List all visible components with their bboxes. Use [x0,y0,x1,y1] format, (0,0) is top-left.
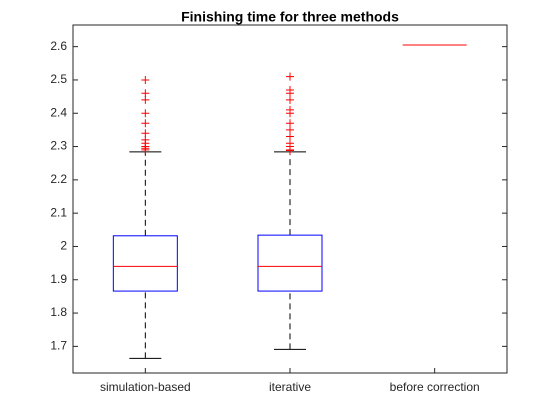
outlier [141,145,150,154]
y-tick-label: 2.2 [50,172,67,186]
y-tick-label: 1.9 [50,272,67,286]
outlier [141,95,150,104]
outlier [141,109,150,118]
y-tick-label: 1.7 [50,339,67,353]
x-tick-label: iterative [269,380,311,394]
outlier [286,109,294,118]
outlier [141,119,150,128]
box [257,234,323,292]
outlier [286,95,294,104]
chart-title: Finishing time for three methods [181,9,399,25]
outlier [286,72,294,81]
y-tick-label: 2.1 [50,205,67,219]
outlier [286,146,294,155]
outlier [141,75,150,84]
y-tick-label: 2.6 [50,39,67,53]
y-tick-label: 2.5 [50,72,67,86]
x-tick-label: before correction [390,380,480,394]
x-tick-label: simulation-based [100,380,191,394]
y-tick-label: 2.3 [50,139,67,153]
y-tick-label: 2.4 [50,105,67,119]
y-tick-label: 2 [60,239,67,253]
y-tick-label: 1.8 [50,305,67,319]
box [112,235,178,292]
